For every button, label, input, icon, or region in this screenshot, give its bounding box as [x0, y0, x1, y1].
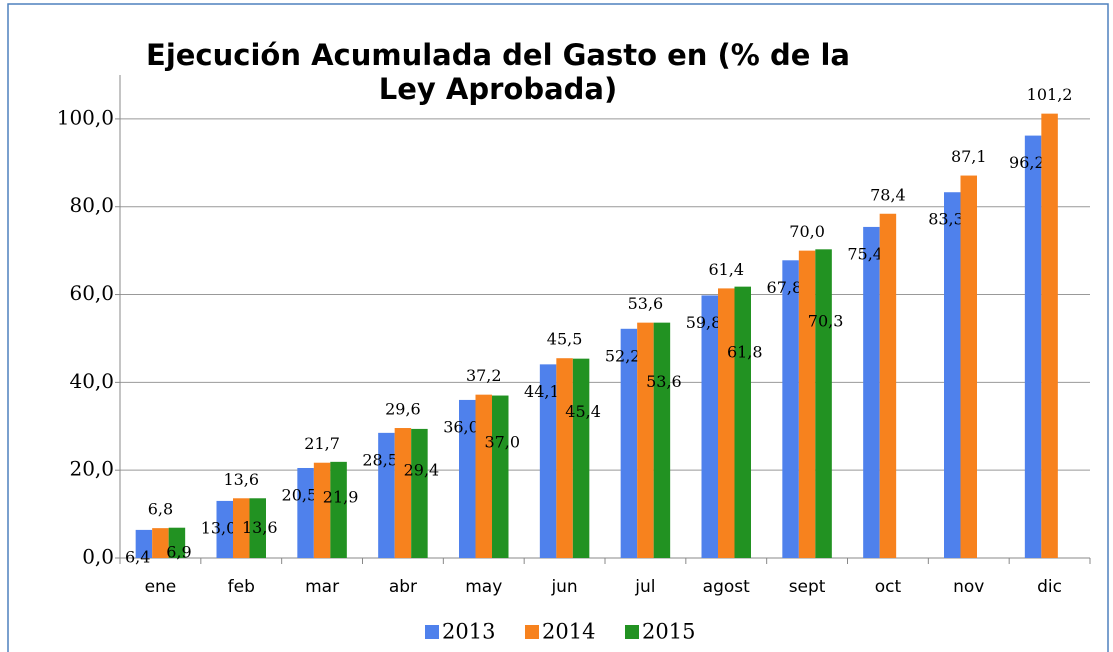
data-label: 70,3	[808, 311, 844, 330]
x-tick-label: nov	[953, 577, 984, 597]
x-tick-label: jun	[550, 577, 577, 597]
data-label: 29,4	[404, 460, 440, 479]
data-label: 36,0	[443, 417, 479, 436]
data-label: 52,2	[605, 346, 641, 365]
data-label: 87,1	[951, 147, 987, 166]
bar	[313, 462, 331, 558]
legend-swatch	[525, 625, 539, 639]
data-label: 6,4	[125, 547, 150, 566]
bar	[168, 527, 186, 558]
bar	[152, 528, 169, 558]
bar	[539, 364, 557, 558]
data-label: 45,4	[565, 402, 601, 421]
data-label: 20,5	[282, 485, 318, 504]
data-label: 6,9	[166, 542, 191, 561]
legend-label: 2014	[542, 620, 595, 644]
bar	[1024, 135, 1042, 558]
x-tick-label: dic	[1037, 577, 1062, 597]
data-label: 13,6	[242, 518, 278, 537]
bar	[944, 192, 961, 558]
bar	[378, 432, 395, 558]
x-tick-label: abr	[389, 577, 417, 597]
bar	[879, 213, 897, 558]
data-label: 59,8	[686, 313, 722, 332]
bar	[960, 175, 977, 558]
legend-label: 2015	[642, 620, 695, 644]
x-tick-label: sept	[789, 577, 826, 597]
data-label: 101,2	[1027, 85, 1073, 104]
data-label: 53,6	[646, 372, 682, 391]
data-label: 37,0	[484, 433, 520, 452]
data-label: 53,6	[628, 294, 664, 313]
bar	[459, 399, 476, 558]
bar	[411, 428, 428, 558]
data-label: 21,7	[304, 434, 340, 453]
legend-swatch	[625, 625, 639, 639]
data-label: 13,6	[223, 470, 259, 489]
bar	[492, 395, 509, 558]
bar	[556, 358, 573, 558]
data-label: 21,9	[323, 488, 359, 507]
data-label: 28,5	[362, 450, 398, 469]
bar	[815, 249, 832, 558]
frame	[7, 3, 1109, 652]
data-label: 29,6	[385, 400, 421, 419]
data-label: 75,4	[847, 244, 883, 263]
bar	[330, 461, 347, 558]
data-label: 70,0	[789, 222, 825, 241]
bar	[637, 322, 654, 558]
bar	[297, 467, 314, 558]
y-tick-label: 0,0	[82, 545, 114, 569]
bar	[620, 328, 638, 558]
legend-swatch	[425, 625, 439, 639]
data-label: 45,5	[547, 330, 583, 349]
x-tick-label: mar	[305, 577, 339, 597]
bar	[701, 295, 718, 558]
y-tick-label: 60,0	[69, 281, 114, 305]
y-tick-label: 80,0	[69, 193, 114, 217]
y-tick-label: 20,0	[69, 457, 114, 481]
bar	[734, 286, 751, 558]
bar	[653, 322, 671, 558]
data-label: 44,1	[524, 382, 560, 401]
bar	[475, 394, 492, 558]
bar	[798, 250, 816, 559]
bar	[249, 498, 266, 558]
data-label: 78,4	[870, 185, 906, 204]
bar	[782, 260, 799, 558]
data-label: 96,2	[1009, 153, 1045, 172]
bar	[233, 498, 250, 558]
bar	[216, 500, 233, 558]
x-tick-label: ene	[145, 577, 177, 597]
bar	[1041, 113, 1058, 558]
chart-title: Ejecución Acumulada del Gasto en (% de l…	[146, 38, 850, 106]
data-label: 61,4	[708, 260, 744, 279]
bar	[135, 529, 153, 558]
x-tick-label: oct	[875, 577, 902, 597]
bar	[572, 358, 590, 558]
bar	[394, 428, 412, 558]
data-label: 83,3	[928, 210, 964, 229]
data-label: 37,2	[466, 366, 502, 385]
y-tick-label: 40,0	[69, 369, 114, 393]
data-label: 6,8	[148, 500, 173, 519]
data-label: 61,8	[727, 342, 763, 361]
bar	[718, 288, 735, 558]
x-tick-label: agost	[703, 577, 750, 597]
legend-label: 2013	[442, 620, 495, 644]
y-tick-label: 100,0	[57, 105, 114, 129]
data-label: 13,0	[201, 518, 237, 537]
x-tick-label: may	[465, 577, 502, 597]
bar	[863, 226, 880, 558]
x-tick-label: jul	[634, 577, 655, 597]
x-tick-label: feb	[228, 577, 255, 597]
data-label: 67,8	[767, 278, 803, 297]
